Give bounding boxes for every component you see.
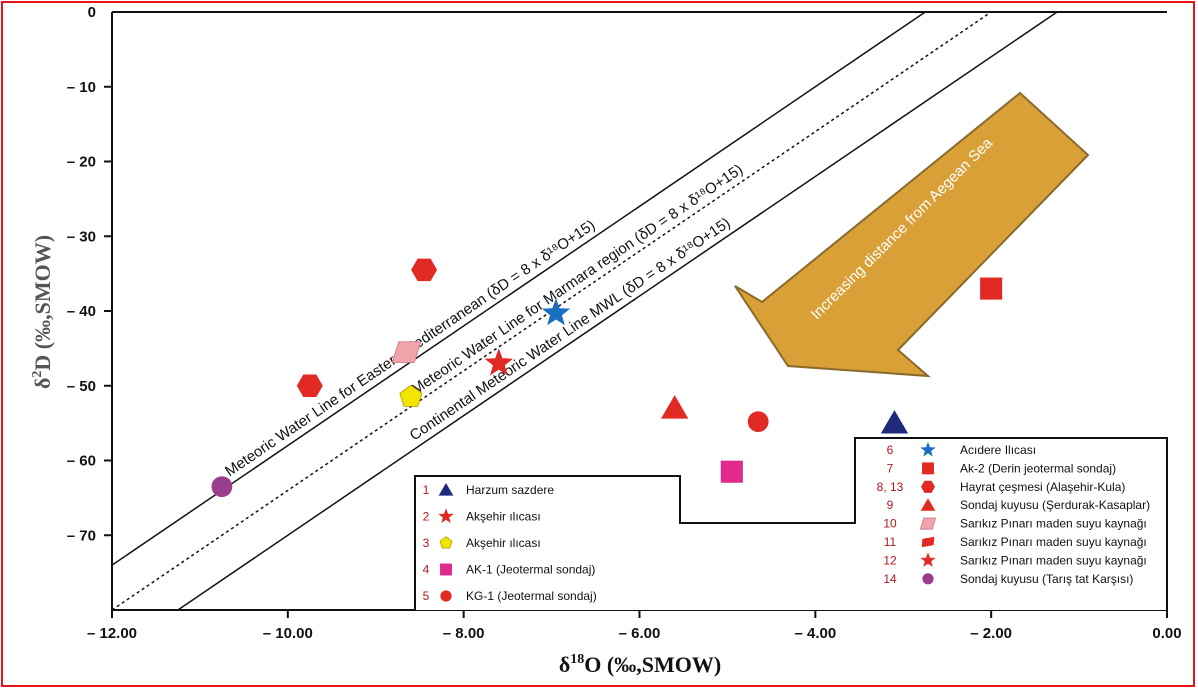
legend-number: 2 — [423, 510, 430, 524]
y-axis-ticks: 0 – 10 – 20 – 30 – 40 – 50 – 60 – 70 — [67, 4, 112, 544]
x-axis-title-main: δ — [559, 652, 570, 677]
legend-label: Akşehir ılıcası — [466, 510, 541, 524]
legend-number: 11 — [884, 535, 897, 549]
line-emmwl — [112, 12, 927, 566]
y-axis-title-sup: 2 — [30, 371, 45, 378]
data-point-1 — [880, 410, 909, 434]
legend-label: Acıdere Ilıcası — [960, 443, 1036, 457]
data-point-14 — [211, 476, 233, 498]
legend-label: Sarıkız Pınarı maden suyu kaynağı — [960, 535, 1147, 549]
x-axis-title: δ18O (‰,SMOW) — [559, 652, 721, 677]
line-marmara — [112, 12, 993, 610]
y-axis-title-rest: D (‰,SMOW) — [30, 235, 55, 371]
legend-number: 14 — [883, 572, 897, 586]
x-axis-title-sup: 18 — [570, 652, 584, 667]
legend-number: 12 — [883, 553, 897, 567]
legend-label: Sarıkız Pınarı maden suyu kaynağı — [960, 517, 1147, 531]
data-point-9 — [661, 395, 689, 419]
x-tick-label: – 6.00 — [619, 625, 661, 642]
legend-label: Sarıkız Pınarı maden suyu kaynağı — [960, 553, 1147, 567]
meteoric-water-line-labels: Meteoric Water Line for Eastern Mediterr… — [222, 161, 746, 480]
y-tick-label: 0 — [88, 4, 96, 21]
legend-symbol — [919, 517, 937, 530]
y-axis-title-main: δ — [30, 378, 55, 389]
legend-symbol — [440, 563, 452, 576]
legend-left: 1 Harzum sazdere 2 Akşehir ılıcası 3 Akşehir … — [423, 483, 597, 603]
legend-symbol — [922, 462, 934, 475]
legend-number: 9 — [887, 498, 894, 512]
meteoric-water-lines — [112, 12, 1059, 610]
y-tick-label: – 60 — [67, 453, 96, 470]
legend-label: KG-1 (Jeotermal sondaj) — [466, 589, 597, 603]
legend-label: Harzum sazdere — [466, 483, 554, 497]
x-tick-label: 0.00 — [1152, 625, 1181, 642]
data-point-13 — [296, 374, 323, 397]
legend-symbol — [921, 480, 935, 493]
legend-symbol — [922, 573, 934, 585]
legend-number: 8, 13 — [877, 480, 904, 494]
legend-symbol — [921, 536, 935, 548]
legend-number: 7 — [887, 461, 894, 475]
line-label-marmara: Meteoric Water Line for Marmara region (… — [408, 161, 746, 398]
data-point-8 — [411, 258, 438, 282]
data-point-6 — [541, 298, 571, 326]
y-tick-label: – 20 — [67, 154, 96, 171]
legend-number: 3 — [423, 536, 430, 550]
x-tick-label: – 10.00 — [263, 625, 313, 642]
data-point-5 — [747, 411, 769, 433]
legend-symbol — [438, 508, 454, 523]
legend-symbol — [920, 498, 936, 511]
legend-boxes — [414, 437, 1168, 610]
data-point-7 — [980, 277, 1003, 300]
legend-label: Hayrat çeşmesi (Alaşehir-Kula) — [960, 480, 1125, 494]
legend-label: AK-1 (Jeotermal sondaj) — [466, 563, 595, 577]
legend-label: Sondaj kuyusu (Tarış tat Karşısı) — [960, 572, 1133, 586]
legend-number: 6 — [887, 443, 894, 457]
x-tick-label: – 12.00 — [87, 625, 137, 642]
legend-number: 5 — [423, 589, 430, 603]
x-tick-label: – 4.00 — [794, 625, 836, 642]
x-axis-ticks: – 12.00 – 10.00 – 8.00 – 6.00 – 4.00 – 2.00 0.… — [87, 610, 1182, 642]
legend-number: 4 — [423, 563, 430, 577]
y-tick-label: – 40 — [67, 303, 96, 320]
legend-label: Sondaj kuyusu (Şerdurak-Kasaplar) — [960, 498, 1150, 512]
x-axis-title-rest: O (‰,SMOW) — [584, 652, 721, 677]
y-tick-label: – 70 — [67, 527, 96, 544]
legend-symbol — [920, 552, 936, 567]
line-cmwl — [176, 12, 1059, 610]
x-tick-label: – 2.00 — [970, 625, 1012, 642]
legend-symbol — [920, 441, 936, 457]
legend-number: 10 — [883, 517, 897, 531]
legend-symbol — [438, 483, 454, 496]
legend-right: 6 Acıdere Ilıcası 7 Ak-2 (Derin jeotermal s… — [877, 441, 1150, 586]
data-point-2 — [484, 348, 514, 376]
x-tick-label: – 8.00 — [443, 625, 485, 642]
legend-label: Akşehir ılıcası — [466, 536, 541, 550]
legend-number: 1 — [423, 483, 430, 497]
legend-label: Ak-2 (Derin jeotermal sondaj) — [960, 461, 1116, 475]
y-axis-title: δ2D (‰,SMOW) — [30, 235, 55, 389]
data-point-3 — [399, 384, 423, 407]
legend-symbol — [439, 536, 453, 549]
data-points — [211, 258, 1003, 498]
y-tick-label: – 10 — [67, 79, 96, 96]
y-tick-label: – 30 — [67, 228, 96, 245]
data-point-4 — [720, 460, 743, 483]
legend-symbol — [440, 590, 452, 602]
aegean-distance-arrow: Increasing distance from Aegean Sea — [734, 91, 1090, 378]
data-point-10 — [391, 341, 422, 363]
y-tick-label: – 50 — [67, 378, 96, 395]
